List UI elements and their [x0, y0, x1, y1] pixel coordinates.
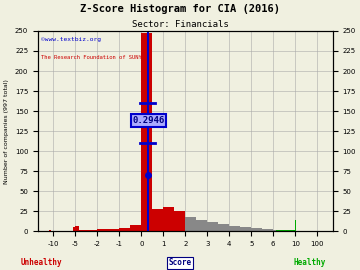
Bar [262, 229, 273, 231]
Text: Healthy: Healthy [293, 258, 326, 267]
Bar [108, 229, 119, 231]
Bar [284, 230, 287, 231]
Bar [292, 230, 295, 231]
Text: ©www.textbiz.org: ©www.textbiz.org [41, 37, 101, 42]
Bar [152, 209, 163, 231]
Text: Score: Score [168, 258, 192, 267]
Text: Sector: Financials: Sector: Financials [132, 20, 228, 29]
Bar [251, 228, 262, 231]
Bar [240, 227, 251, 231]
Bar [207, 222, 218, 231]
Bar [273, 230, 276, 231]
Bar [49, 230, 51, 231]
Bar [73, 227, 75, 231]
Y-axis label: Number of companies (997 total): Number of companies (997 total) [4, 79, 9, 184]
Bar [279, 230, 282, 231]
Bar [287, 230, 290, 231]
Bar [196, 220, 207, 231]
Bar [79, 230, 83, 231]
Bar [141, 33, 152, 231]
Bar [290, 230, 292, 231]
Bar [94, 230, 97, 231]
Bar [282, 230, 284, 231]
Bar [90, 230, 94, 231]
Bar [86, 230, 90, 231]
Bar [276, 230, 279, 231]
Bar [163, 207, 174, 231]
Bar [75, 226, 79, 231]
Bar [119, 228, 130, 231]
Text: Unhealthy: Unhealthy [21, 258, 62, 267]
Bar [130, 225, 141, 231]
Bar [218, 224, 229, 231]
Text: The Research Foundation of SUNY: The Research Foundation of SUNY [41, 55, 141, 60]
Text: 0.2946: 0.2946 [132, 116, 165, 125]
Bar [229, 226, 240, 231]
Bar [185, 217, 196, 231]
Bar [83, 230, 86, 231]
Text: Z-Score Histogram for CIA (2016): Z-Score Histogram for CIA (2016) [80, 4, 280, 14]
Bar [174, 211, 185, 231]
Bar [97, 229, 108, 231]
